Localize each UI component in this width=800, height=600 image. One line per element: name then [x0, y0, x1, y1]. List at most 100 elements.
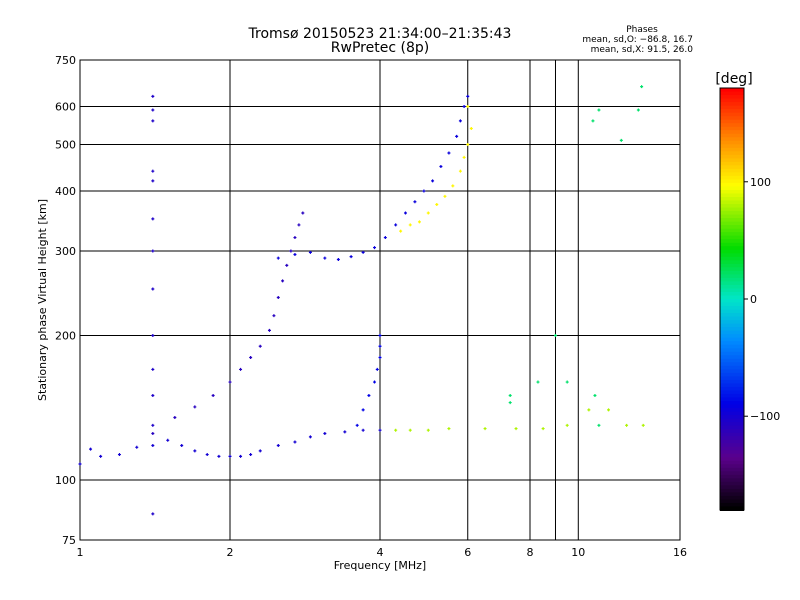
colorbar-segment — [720, 422, 744, 427]
colorbar-segment — [720, 109, 744, 114]
colorbar-segment — [720, 242, 744, 248]
colorbar-segment — [720, 313, 744, 318]
data-point — [361, 428, 365, 432]
data-point — [483, 427, 487, 431]
colorbar-segment — [720, 404, 744, 410]
x-tick-label: 2 — [227, 546, 234, 559]
data-point — [597, 108, 601, 112]
data-point — [536, 380, 540, 384]
data-point — [89, 447, 93, 451]
data-point — [373, 246, 377, 250]
data-point — [447, 151, 451, 155]
data-point — [281, 279, 285, 283]
colorbar: 100 0 −100 — [719, 87, 780, 511]
colorbar-segment — [720, 299, 744, 304]
colorbar-segment — [720, 249, 744, 255]
data-point — [462, 105, 466, 109]
colorbar-segment — [720, 197, 744, 202]
data-point — [151, 432, 155, 436]
data-point — [205, 453, 209, 457]
data-point — [514, 427, 518, 431]
colorbar-segment — [720, 225, 744, 230]
colorbar-segment — [720, 119, 744, 125]
data-point — [597, 423, 601, 427]
data-point — [565, 423, 569, 427]
colorbar-segment — [720, 232, 744, 237]
x-tick-label: 16 — [673, 546, 687, 559]
colorbar-segment — [720, 358, 744, 364]
colorbar-segment — [720, 91, 744, 97]
colorbar-segment — [720, 306, 744, 311]
data-point — [276, 256, 280, 260]
colorbar-segment — [720, 432, 744, 438]
data-point — [258, 344, 262, 348]
y-tick-label: 100 — [55, 474, 76, 487]
colorbar-segment — [720, 323, 744, 329]
colorbar-segment — [720, 506, 744, 511]
data-point — [455, 134, 459, 138]
data-point — [619, 138, 623, 142]
data-point — [151, 169, 155, 173]
data-point — [336, 258, 340, 262]
colorbar-segment — [720, 362, 744, 367]
data-point — [640, 85, 644, 89]
phases-line-o: mean, sd,O: −86.8, 16.7 — [582, 35, 693, 45]
colorbar-segment — [720, 158, 744, 163]
data-point — [151, 512, 155, 516]
data-point — [462, 155, 466, 159]
data-point — [508, 401, 512, 405]
data-point — [355, 423, 359, 427]
colorbar-segment — [720, 246, 744, 251]
colorbar-segment — [720, 492, 744, 497]
phases-line-x: mean, sd,X: 91.5, 26.0 — [591, 45, 694, 55]
data-point — [435, 202, 439, 206]
colorbar-segment — [720, 330, 744, 336]
data-point — [451, 184, 455, 188]
colorbar-segment — [720, 270, 744, 276]
colorbar-segment — [720, 235, 744, 241]
data-point — [383, 236, 387, 240]
chart-title: Tromsø 20150523 21:34:00–21:35:43 — [248, 26, 512, 42]
colorbar-segment — [720, 446, 744, 452]
colorbar-segment — [720, 418, 744, 424]
data-point — [293, 236, 297, 240]
data-point — [373, 380, 377, 384]
colorbar-segment — [720, 126, 744, 132]
data-point — [117, 453, 121, 457]
data-point — [541, 427, 545, 431]
data-point — [323, 256, 327, 260]
data-point — [375, 367, 379, 371]
data-point — [151, 287, 155, 291]
colorbar-segment — [720, 439, 744, 445]
colorbar-segment — [720, 218, 744, 223]
data-point — [378, 334, 382, 338]
colorbar-segment — [720, 474, 744, 480]
chart-subtitle: RwPretec (8p) — [331, 40, 429, 56]
data-point — [431, 179, 435, 183]
colorbar-segment — [720, 393, 744, 399]
colorbar-segment — [720, 140, 744, 146]
data-point — [151, 444, 155, 448]
colorbar-segment — [720, 186, 744, 191]
data-point — [443, 194, 447, 198]
colorbar-segment — [720, 95, 744, 100]
data-point — [343, 430, 347, 434]
colorbar-segment — [720, 102, 744, 107]
data-point — [239, 367, 243, 371]
data-point — [297, 223, 301, 227]
plot-area: 1 2 4 6 8 10 16 75 100 200 300 400 500 600 750 — [55, 54, 687, 559]
data-point — [641, 423, 645, 427]
data-point — [587, 408, 591, 412]
x-tick-label: 8 — [527, 546, 534, 559]
colorbar-segment — [720, 485, 744, 490]
data-point — [99, 454, 103, 458]
colorbar-segment — [720, 369, 744, 374]
data-point — [285, 263, 289, 267]
colorbar-segment — [720, 291, 744, 297]
colorbar-segment — [720, 144, 744, 149]
data-point — [293, 253, 297, 257]
data-point — [417, 220, 421, 224]
data-point — [78, 462, 82, 466]
colorbar-segment — [720, 168, 744, 174]
data-point — [593, 394, 597, 398]
